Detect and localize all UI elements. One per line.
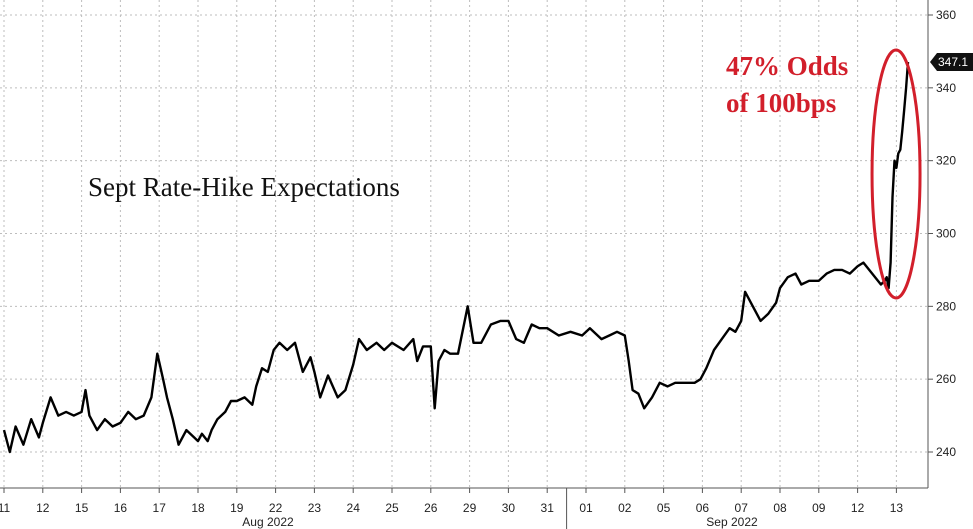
x-tick-label: 15: [75, 501, 89, 515]
x-tick-label: 13: [890, 501, 904, 515]
highlight-ellipse: [870, 48, 922, 300]
x-tick-label: 06: [696, 501, 710, 515]
x-tick-label: 17: [153, 501, 167, 515]
annotation-line-2: of 100bps: [726, 88, 836, 118]
y-tick-label: 280: [936, 299, 956, 313]
x-tick-label: 31: [541, 501, 555, 515]
last-value-label: 347.1: [938, 55, 968, 69]
x-tick-label: 02: [618, 501, 632, 515]
x-tick-label: 19: [230, 501, 244, 515]
y-tick-label: 360: [936, 8, 956, 22]
x-tick-label: 22: [269, 501, 283, 515]
x-tick-label: 30: [502, 501, 516, 515]
x-tick-label: 12: [36, 501, 50, 515]
x-axis: 11 12 15 16 17 18 19 22 23 24 25 26 29 30 31 01 02 05 06 07…: [0, 487, 928, 529]
month-label-sep: Sep 2022: [706, 515, 758, 529]
x-tick-label: 24: [347, 501, 361, 515]
x-tick-label: 12: [851, 501, 865, 515]
chart-title: Sept Rate-Hike Expectations: [88, 172, 400, 202]
y-tick-label: 240: [936, 445, 956, 459]
y-tick-label: 300: [936, 227, 956, 241]
x-tick-label: 08: [773, 501, 787, 515]
last-value-badge-bg: [930, 52, 973, 71]
x-tick-label: 29: [463, 501, 477, 515]
annotation-line-1: 47% Odds: [726, 51, 848, 81]
y-axis: 240 260 280 300 320 340 360: [927, 0, 956, 488]
series-line: [2, 61, 910, 454]
x-tick-label: 01: [579, 501, 593, 515]
grid-lines: [0, 0, 928, 488]
x-tick-label: 11: [0, 501, 11, 515]
x-tick-label: 16: [114, 501, 128, 515]
y-tick-label: 260: [936, 372, 956, 386]
x-tick-label: 07: [735, 501, 749, 515]
y-tick-label: 320: [936, 154, 956, 168]
y-tick-label: 340: [936, 81, 956, 95]
last-value-badge: 347.1: [930, 52, 973, 71]
x-tick-label: 26: [424, 501, 438, 515]
x-tick-label: 23: [308, 501, 322, 515]
x-tick-label: 25: [385, 501, 399, 515]
x-tick-label: 05: [657, 501, 671, 515]
month-label-aug: Aug 2022: [242, 515, 294, 529]
x-tick-label: 18: [191, 501, 205, 515]
x-tick-label: 09: [812, 501, 826, 515]
